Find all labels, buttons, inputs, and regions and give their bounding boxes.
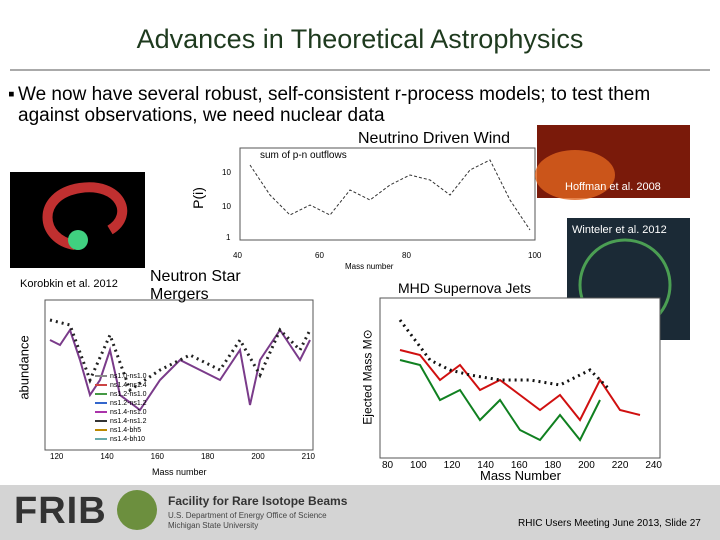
mhd-label: MHD Supernova Jets <box>398 280 532 296</box>
hoffman-credit: Hoffman et al. 2008 <box>565 181 661 193</box>
x-tick-label: 120 <box>443 460 461 471</box>
merger-x-ticks: 120 140 160 180 200 210 <box>50 452 315 461</box>
legend-entry: ns1.4-bh5 <box>110 427 142 434</box>
wind-y-label: P(i) <box>189 187 206 209</box>
legend-row: ns1.4-bh10 <box>95 435 147 444</box>
legend-entry: ns1.2-ns1.0 <box>110 391 147 398</box>
merger-points <box>49 318 312 393</box>
wind-y-tick: 10 <box>222 202 231 211</box>
korobkin-credit: Korobkin et al. 2012 <box>20 278 118 290</box>
x-tick-label: 100 <box>410 460 427 471</box>
x-tick-label: 180 <box>200 452 215 461</box>
legend-entry: ns1.0-ns1.0 <box>110 373 147 380</box>
legend-swatch <box>95 402 107 405</box>
legend-row: ns1.4-ns1.2 <box>95 417 147 426</box>
hoffman-image-blob <box>535 150 615 200</box>
legend-entry: ns1.2-ns1.2 <box>110 400 147 407</box>
merger-x-label: Mass number <box>152 467 207 477</box>
mhd-green-curve <box>399 359 601 442</box>
merger-label: Neutron Star Mergers <box>150 268 241 303</box>
wind-y-tick: 1 <box>226 233 231 242</box>
mhd-plot-frame <box>379 297 661 459</box>
merger-legend: ns1.0-ns1.0 ns1.4-ns1.4 ns1.2-ns1.0 ns1.2-n… <box>95 372 147 444</box>
legend-swatch <box>95 438 107 441</box>
legend-entry: ns1.4-ns1.4 <box>110 382 147 389</box>
merger-y-label: abundance <box>16 335 32 400</box>
x-tick-label: 180 <box>544 460 562 471</box>
winteler-credit: Winteler et al. 2012 <box>572 224 667 236</box>
footer-band <box>0 485 720 540</box>
slide-title: Advances in Theoretical Astrophysics <box>136 24 584 54</box>
merger-spiral <box>42 182 128 250</box>
legend-row: ns1.4-bh5 <box>95 426 147 435</box>
wind-curve <box>249 159 531 231</box>
x-tick-label: 200 <box>578 460 595 471</box>
wind-x-tick: 60 <box>315 251 324 260</box>
wind-legend: sum of p-n outflows <box>260 150 347 161</box>
x-tick-label: 140 <box>100 452 114 461</box>
merger-core <box>68 230 88 250</box>
legend-row: ns1.2-ns1.0 <box>95 390 147 399</box>
mhd-x-label: Mass Number <box>480 468 561 483</box>
legend-entry: ns1.4-ns1.2 <box>110 418 147 425</box>
footer-sub2: Michigan State University <box>168 521 259 530</box>
footer-sub1: U.S. Department of Energy Office of Scie… <box>168 511 327 520</box>
legend-row: ns1.4-ns1.0 <box>95 408 147 417</box>
legend-entry: ns1.4-ns1.0 <box>110 409 147 416</box>
legend-swatch <box>95 393 107 396</box>
x-tick-label: 160 <box>150 452 165 461</box>
legend-row: ns1.0-ns1.0 <box>95 372 147 381</box>
merger-plot-frame <box>44 299 314 451</box>
wind-x-tick: 80 <box>402 251 411 260</box>
frib-logo: FRIB <box>14 490 107 532</box>
x-tick-label: 210 <box>301 452 315 461</box>
mhd-x-ticks: 80 100 120 140 160 180 200 220 240 <box>382 460 662 471</box>
slide-number: RHIC Users Meeting June 2013, Slide 27 <box>518 518 701 529</box>
x-tick-label: 160 <box>510 460 528 471</box>
x-tick-label: 140 <box>477 460 494 471</box>
wind-label: Neutrino Driven Wind <box>358 130 511 147</box>
mhd-red-curve <box>399 349 641 422</box>
wind-y-tick: 10 <box>222 168 231 177</box>
mhd-points <box>398 319 612 392</box>
x-tick-label: 80 <box>382 460 394 471</box>
wind-x-tick: 100 <box>528 251 542 260</box>
legend-swatch <box>95 420 107 423</box>
wind-plot-frame <box>239 147 536 241</box>
merger-curve <box>49 327 311 412</box>
legend-row: ns1.2-ns1.2 <box>95 399 147 408</box>
legend-swatch <box>95 411 107 414</box>
wind-x-label: Mass number <box>345 262 394 271</box>
legend-swatch <box>95 384 107 387</box>
legend-swatch <box>95 375 107 378</box>
legend-row: ns1.4-ns1.4 <box>95 381 147 390</box>
footer-org: Facility for Rare Isotope Beams <box>168 494 348 508</box>
wind-x-tick: 40 <box>233 251 242 260</box>
x-tick-label: 220 <box>611 460 629 471</box>
frib-emblem <box>117 490 157 530</box>
legend-entry: ns1.4-bh10 <box>110 436 146 443</box>
x-tick-label: 120 <box>50 452 64 461</box>
bullet: We now have several robust, self-consist… <box>18 84 651 126</box>
x-tick-label: 240 <box>645 460 662 471</box>
legend-swatch <box>95 429 107 432</box>
mhd-y-label: Ejected Mass M⊙ <box>360 329 375 425</box>
x-tick-label: 200 <box>251 452 265 461</box>
